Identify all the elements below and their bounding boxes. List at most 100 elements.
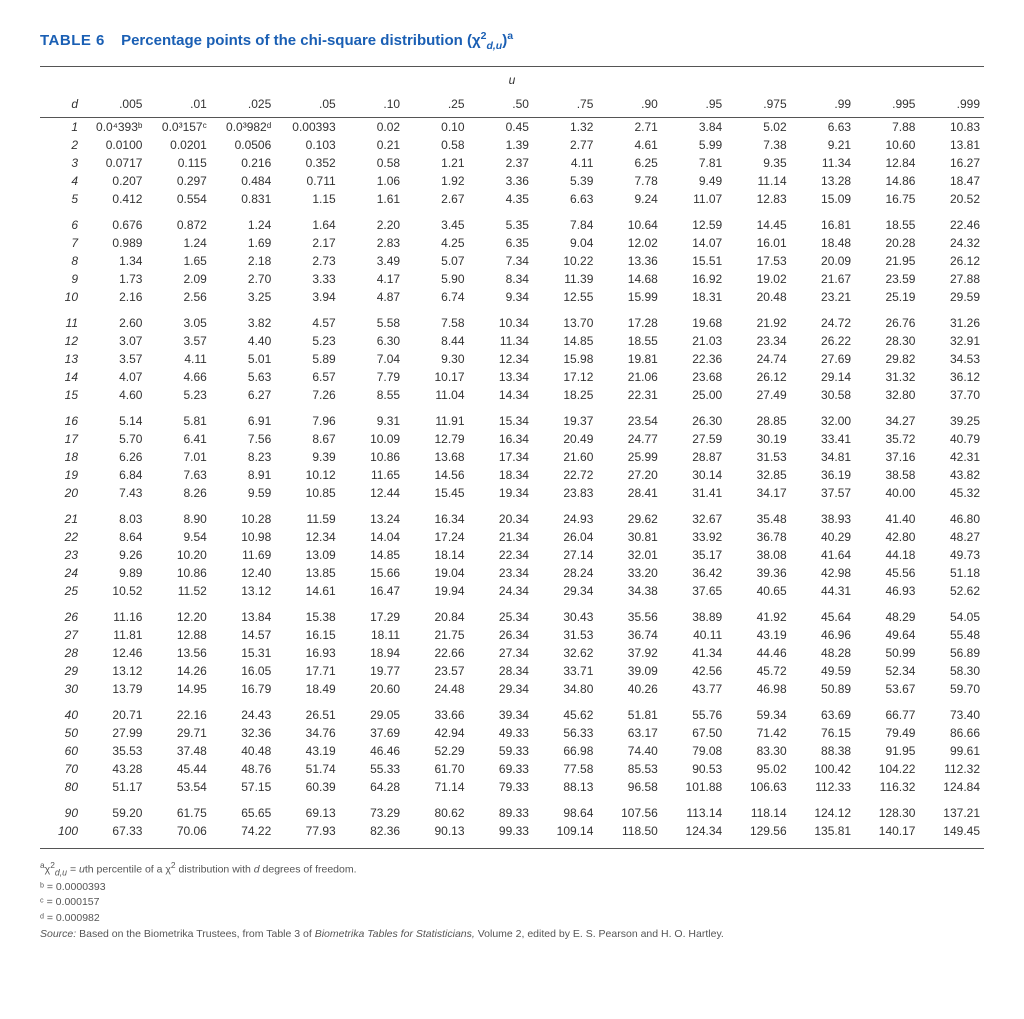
value-cell: 27.14 <box>533 546 597 564</box>
value-cell: 19.34 <box>469 484 533 502</box>
d-cell: 9 <box>40 270 82 288</box>
value-cell: 0.0⁴393ᵇ <box>82 118 146 136</box>
value-cell: 29.59 <box>919 288 984 306</box>
value-cell: 85.53 <box>597 760 661 778</box>
value-cell: 7.81 <box>662 154 726 172</box>
value-cell: 41.64 <box>791 546 855 564</box>
value-cell: 8.44 <box>404 332 468 350</box>
value-cell: 22.16 <box>146 698 210 724</box>
col-header: .975 <box>726 91 790 117</box>
value-cell: 10.12 <box>275 466 339 484</box>
column-header-row: d .005.01.025.05.10.25.50.75.90.95.975.9… <box>40 91 984 117</box>
value-cell: 2.71 <box>597 118 661 136</box>
d-cell: 7 <box>40 234 82 252</box>
col-header: .90 <box>597 91 661 117</box>
value-cell: 0.103 <box>275 136 339 154</box>
value-cell: 14.45 <box>726 208 790 234</box>
value-cell: 100.42 <box>791 760 855 778</box>
col-header: .75 <box>533 91 597 117</box>
value-cell: 45.32 <box>919 484 984 502</box>
value-cell: 38.93 <box>791 502 855 528</box>
value-cell: 0.0506 <box>211 136 275 154</box>
value-cell: 15.99 <box>597 288 661 306</box>
value-cell: 26.12 <box>919 252 984 270</box>
value-cell: 13.81 <box>919 136 984 154</box>
value-cell: 26.30 <box>662 404 726 430</box>
value-cell: 44.31 <box>791 582 855 600</box>
value-cell: 11.07 <box>662 190 726 208</box>
value-cell: 5.63 <box>211 368 275 386</box>
value-cell: 31.41 <box>662 484 726 502</box>
value-cell: 1.06 <box>340 172 404 190</box>
value-cell: 11.59 <box>275 502 339 528</box>
table-row: 7043.2845.4448.7651.7455.3361.7069.3377.… <box>40 760 984 778</box>
value-cell: 14.57 <box>211 626 275 644</box>
value-cell: 15.98 <box>533 350 597 368</box>
value-cell: 37.48 <box>146 742 210 760</box>
value-cell: 30.58 <box>791 386 855 404</box>
table-row: 144.074.665.636.577.7910.1713.3417.1221.… <box>40 368 984 386</box>
d-cell: 22 <box>40 528 82 546</box>
value-cell: 23.34 <box>469 564 533 582</box>
value-cell: 149.45 <box>919 822 984 840</box>
value-cell: 17.12 <box>533 368 597 386</box>
value-cell: 0.216 <box>211 154 275 172</box>
value-cell: 2.67 <box>404 190 468 208</box>
col-header: .01 <box>146 91 210 117</box>
value-cell: 42.98 <box>791 564 855 582</box>
value-cell: 7.58 <box>404 306 468 332</box>
value-cell: 0.21 <box>340 136 404 154</box>
d-cell: 100 <box>40 822 82 840</box>
value-cell: 54.05 <box>919 600 984 626</box>
value-cell: 10.98 <box>211 528 275 546</box>
value-cell: 36.19 <box>791 466 855 484</box>
value-cell: 112.33 <box>791 778 855 796</box>
value-cell: 7.63 <box>146 466 210 484</box>
value-cell: 18.55 <box>597 332 661 350</box>
table-row: 165.145.816.917.969.3111.9115.3419.3723.… <box>40 404 984 430</box>
value-cell: 4.57 <box>275 306 339 332</box>
value-cell: 18.48 <box>791 234 855 252</box>
value-cell: 27.49 <box>726 386 790 404</box>
value-cell: 48.28 <box>791 644 855 662</box>
value-cell: 16.92 <box>662 270 726 288</box>
value-cell: 21.03 <box>662 332 726 350</box>
value-cell: 23.54 <box>597 404 661 430</box>
value-cell: 40.29 <box>791 528 855 546</box>
value-cell: 32.85 <box>726 466 790 484</box>
value-cell: 135.81 <box>791 822 855 840</box>
value-cell: 32.00 <box>791 404 855 430</box>
value-cell: 22.72 <box>533 466 597 484</box>
value-cell: 0.0201 <box>146 136 210 154</box>
value-cell: 55.76 <box>662 698 726 724</box>
value-cell: 7.34 <box>469 252 533 270</box>
value-cell: 34.81 <box>791 448 855 466</box>
value-cell: 71.42 <box>726 724 790 742</box>
value-cell: 0.0³157ᶜ <box>146 118 210 136</box>
d-cell: 17 <box>40 430 82 448</box>
value-cell: 17.29 <box>340 600 404 626</box>
value-cell: 41.92 <box>726 600 790 626</box>
col-header: .005 <box>82 91 146 117</box>
value-cell: 6.26 <box>82 448 146 466</box>
value-cell: 76.15 <box>791 724 855 742</box>
value-cell: 49.59 <box>791 662 855 680</box>
value-cell: 34.80 <box>533 680 597 698</box>
value-cell: 52.62 <box>919 582 984 600</box>
value-cell: 46.96 <box>791 626 855 644</box>
value-cell: 37.65 <box>662 582 726 600</box>
value-cell: 28.30 <box>855 332 919 350</box>
value-cell: 24.93 <box>533 502 597 528</box>
value-cell: 20.71 <box>82 698 146 724</box>
value-cell: 16.27 <box>919 154 984 172</box>
value-cell: 35.53 <box>82 742 146 760</box>
value-cell: 21.67 <box>791 270 855 288</box>
value-cell: 40.26 <box>597 680 661 698</box>
value-cell: 26.12 <box>726 368 790 386</box>
value-cell: 10.28 <box>211 502 275 528</box>
value-cell: 11.91 <box>404 404 468 430</box>
value-cell: 12.46 <box>82 644 146 662</box>
value-cell: 10.20 <box>146 546 210 564</box>
value-cell: 58.30 <box>919 662 984 680</box>
value-cell: 0.554 <box>146 190 210 208</box>
